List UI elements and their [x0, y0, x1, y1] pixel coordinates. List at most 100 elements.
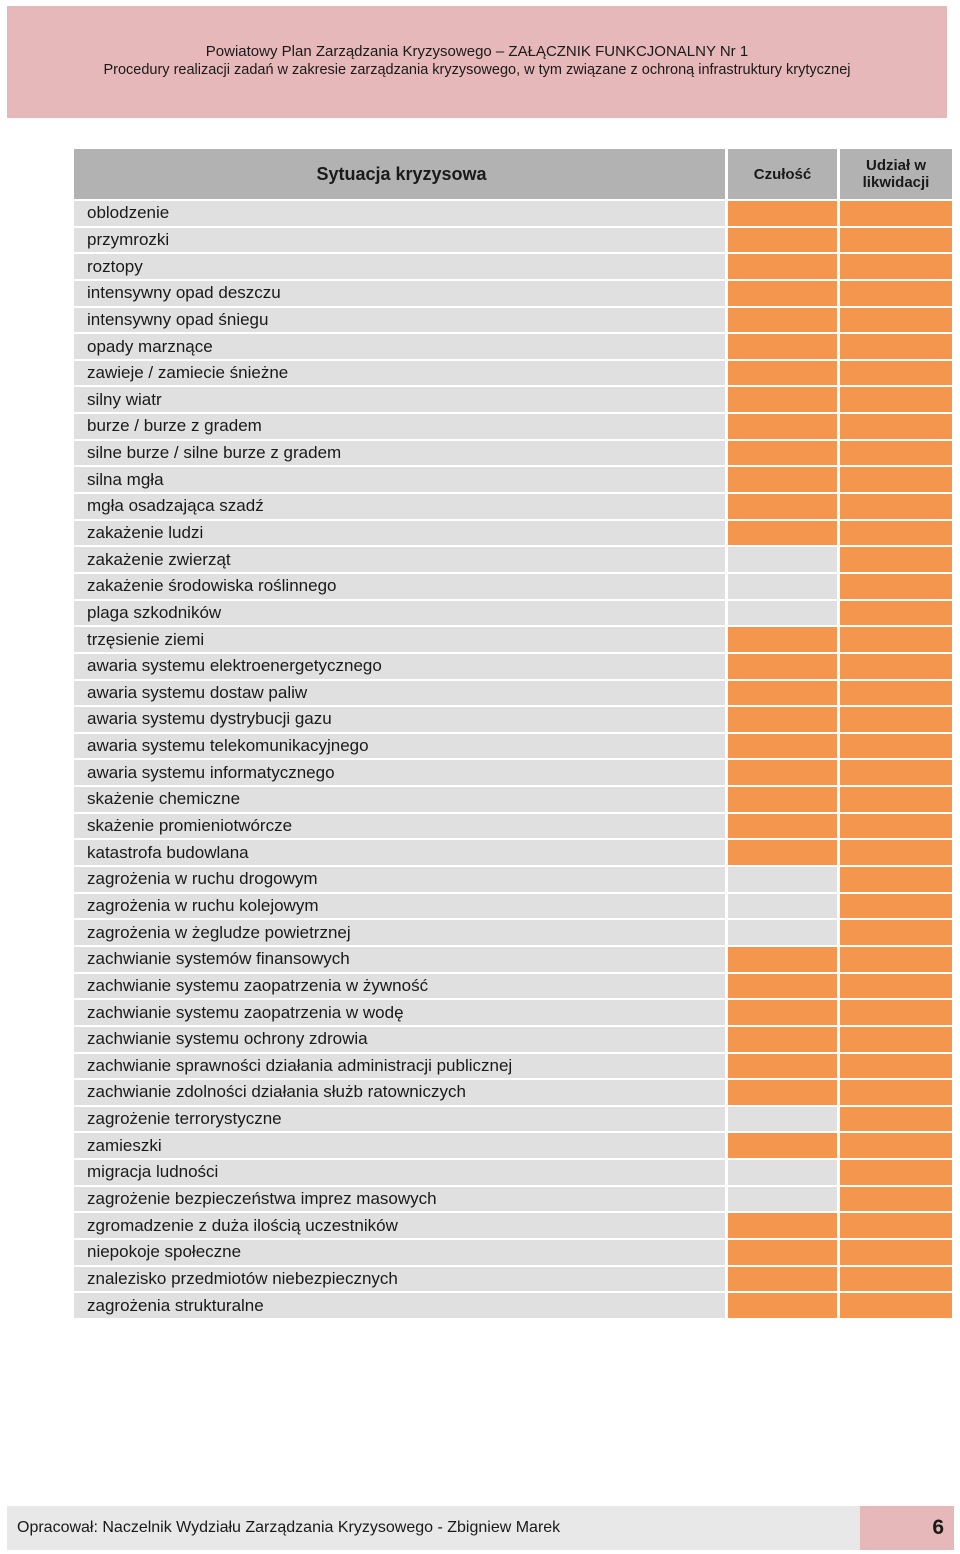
situation-name-cell: zagrożenie terrorystyczne [74, 1106, 725, 1132]
table-row: zachwianie systemów finansowych [74, 946, 952, 972]
participation-marked-cell [840, 1080, 952, 1105]
table-row: zagrożenie bezpieczeństwa imprez masowyc… [74, 1186, 952, 1212]
participation-marked-cell [840, 467, 952, 493]
participation-marked-cell [840, 760, 952, 786]
table-row: zagrożenia strukturalne [74, 1293, 952, 1318]
table-row: plaga szkodników [74, 600, 952, 626]
sensitivity-empty-cell [728, 920, 837, 945]
column-header-sensitivity: Czułość [728, 149, 837, 199]
table-row: zagrożenia w ruchu kolejowym [74, 893, 952, 919]
situation-name-cell: roztopy [74, 254, 725, 279]
participation-marked-cell [840, 440, 952, 466]
situation-name-cell: zagrożenia w ruchu kolejowym [74, 893, 725, 919]
situation-name-cell: zagrożenia strukturalne [74, 1293, 725, 1318]
situation-name-cell: zachwianie systemów finansowych [74, 946, 725, 972]
document-header: Powiatowy Plan Zarządzania Kryzysowego –… [7, 6, 947, 118]
header-subtitle: Procedury realizacji zadań w zakresie za… [103, 62, 851, 78]
table-row: burze / burze z gradem [74, 414, 952, 439]
situation-name-cell: silna mgła [74, 467, 725, 493]
situation-name-cell: trzęsienie ziemi [74, 627, 725, 652]
situation-name-cell: przymrozki [74, 227, 725, 253]
participation-marked-cell [840, 600, 952, 626]
participation-marked-cell [840, 1053, 952, 1079]
table-body: oblodzenie przymrozki roztopy intensywny op… [74, 201, 952, 1318]
sensitivity-marked-cell [728, 307, 837, 333]
situation-name-cell: zachwianie systemu zaopatrzenia w żywnoś… [74, 973, 725, 999]
sensitivity-marked-cell [728, 414, 837, 439]
participation-marked-cell [840, 813, 952, 839]
table-row: zachwianie systemu ochrony zdrowia [74, 1026, 952, 1052]
footer-author: Opracował: Naczelnik Wydziału Zarządzani… [7, 1506, 860, 1550]
participation-marked-cell [840, 946, 952, 972]
participation-marked-cell [840, 387, 952, 413]
table-row: zagrożenia w żegludze powietrznej [74, 920, 952, 945]
table-row: zawieje / zamiecie śnieżne [74, 360, 952, 386]
table-row: opady marznące [74, 334, 952, 359]
table-row: zachwianie systemu zaopatrzenia w wodę [74, 1000, 952, 1025]
participation-marked-cell [840, 334, 952, 359]
table-row: znalezisko przedmiotów niebezpiecznych [74, 1266, 952, 1292]
situation-name-cell: plaga szkodników [74, 600, 725, 626]
sensitivity-marked-cell [728, 1293, 837, 1318]
sensitivity-marked-cell [728, 680, 837, 706]
sensitivity-marked-cell [728, 387, 837, 413]
sensitivity-empty-cell [728, 547, 837, 572]
table-row: zakażenie ludzi [74, 520, 952, 546]
table-row: przymrozki [74, 227, 952, 253]
situation-name-cell: oblodzenie [74, 201, 725, 226]
sensitivity-empty-cell [728, 573, 837, 599]
table-row: roztopy [74, 254, 952, 279]
table-row: awaria systemu elektroenergetycznego [74, 653, 952, 679]
sensitivity-marked-cell [728, 1266, 837, 1292]
participation-marked-cell [840, 280, 952, 306]
situation-name-cell: zakażenie zwierząt [74, 547, 725, 572]
situation-name-cell: zagrożenia w żegludze powietrznej [74, 920, 725, 945]
participation-marked-cell [840, 1293, 952, 1318]
participation-marked-cell [840, 867, 952, 892]
sensitivity-marked-cell [728, 520, 837, 546]
participation-marked-cell [840, 627, 952, 652]
table-row: zgromadzenie z duża ilością uczestników [74, 1213, 952, 1238]
participation-marked-cell [840, 973, 952, 999]
situation-name-cell: zawieje / zamiecie śnieżne [74, 360, 725, 386]
table-row: trzęsienie ziemi [74, 627, 952, 652]
participation-marked-cell [840, 414, 952, 439]
sensitivity-empty-cell [728, 893, 837, 919]
situation-name-cell: opady marznące [74, 334, 725, 359]
table-row: silne burze / silne burze z gradem [74, 440, 952, 466]
participation-marked-cell [840, 307, 952, 333]
table-row: awaria systemu informatycznego [74, 760, 952, 786]
situation-name-cell: silny wiatr [74, 387, 725, 413]
table-row: zagrożenia w ruchu drogowym [74, 867, 952, 892]
situation-name-cell: awaria systemu elektroenergetycznego [74, 653, 725, 679]
sensitivity-marked-cell [728, 973, 837, 999]
sensitivity-empty-cell [728, 1160, 837, 1185]
participation-marked-cell [840, 653, 952, 679]
sensitivity-marked-cell [728, 440, 837, 466]
situation-name-cell: skażenie promieniotwórcze [74, 813, 725, 839]
participation-marked-cell [840, 201, 952, 226]
page-number: 6 [860, 1506, 954, 1550]
sensitivity-marked-cell [728, 1080, 837, 1105]
table-row: zamieszki [74, 1133, 952, 1159]
table-row: oblodzenie [74, 201, 952, 226]
participation-marked-cell [840, 360, 952, 386]
table-row: niepokoje społeczne [74, 1239, 952, 1265]
participation-marked-cell [840, 1000, 952, 1025]
table-row: zakażenie środowiska roślinnego [74, 573, 952, 599]
table-row: awaria systemu dystrybucji gazu [74, 707, 952, 732]
page-footer: Opracował: Naczelnik Wydziału Zarządzani… [7, 1506, 954, 1550]
participation-marked-cell [840, 1186, 952, 1212]
situation-name-cell: zamieszki [74, 1133, 725, 1159]
table-row: intensywny opad śniegu [74, 307, 952, 333]
participation-marked-cell [840, 494, 952, 519]
sensitivity-marked-cell [728, 1026, 837, 1052]
sensitivity-marked-cell [728, 733, 837, 759]
situation-name-cell: zagrożenie bezpieczeństwa imprez masowyc… [74, 1186, 725, 1212]
participation-marked-cell [840, 920, 952, 945]
participation-marked-cell [840, 254, 952, 279]
situation-name-cell: zachwianie zdolności działania służb rat… [74, 1080, 725, 1105]
participation-marked-cell [840, 1239, 952, 1265]
column-header-situation: Sytuacja kryzysowa [74, 149, 725, 199]
participation-marked-cell [840, 573, 952, 599]
